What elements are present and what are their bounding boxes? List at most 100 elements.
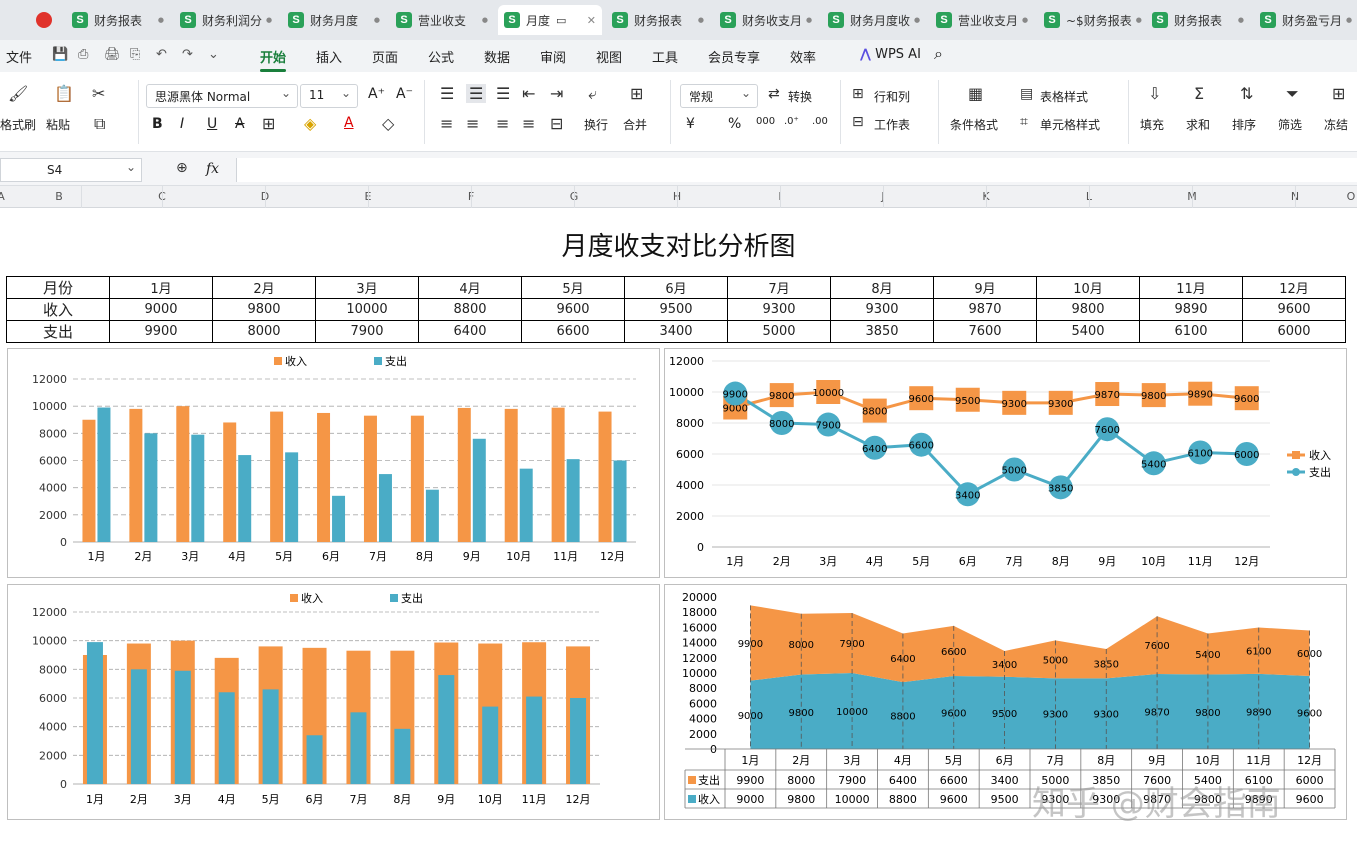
quick-access-icon-1[interactable]: ⎙ [78,47,89,62]
align-left-icon[interactable]: ≡ [440,114,454,133]
increase-decimal-button[interactable]: .0⁺ [784,116,799,127]
table-cell[interactable]: 7900 [315,320,419,343]
wps-ai-button[interactable]: ⋀ WPS AI [860,47,921,62]
copy-icon[interactable]: ⧉ [94,114,106,133]
close-icon[interactable]: ● [1135,16,1142,24]
row-col-icon[interactable]: ⊞ [852,86,864,102]
table-cell[interactable]: 4月 [418,276,522,299]
table-cell[interactable]: 6400 [418,320,522,343]
strikethrough-button[interactable]: A [235,116,245,132]
indent-increase-icon[interactable]: ⇥ [550,84,564,103]
formula-input[interactable] [236,158,1357,182]
align-top-icon[interactable]: ☰ [440,84,455,103]
table-cell[interactable]: 3850 [830,320,934,343]
cell-style-icon[interactable]: ⌗ [1020,114,1028,130]
close-icon[interactable]: ● [697,16,704,24]
line-chart[interactable]: 0 2000 4000 6000 8000 10000 12000 9000 9800 10000… [664,348,1347,578]
paste-icon[interactable]: 📋 [54,84,74,103]
close-icon[interactable]: ● [914,16,921,24]
table-cell[interactable]: 7600 [933,320,1037,343]
table-cell[interactable]: 5400 [1036,320,1140,343]
wrap-text-icon[interactable]: ⤶ [588,84,597,103]
menu-8[interactable]: 工具 [652,51,679,66]
sum-icon[interactable]: Σ [1194,84,1205,103]
menu-0[interactable]: 文件 [6,51,33,66]
namebox-dropdown-icon[interactable]: ⌄ [126,160,137,174]
table-cell[interactable]: 10月 [1036,276,1140,299]
quick-access-icon-5[interactable]: ↷ [182,47,193,62]
menu-1[interactable]: 开始 [260,47,287,72]
conditional-format-button[interactable]: 条件格式 [950,118,999,132]
table-cell[interactable]: 3月 [315,276,419,299]
present-icon[interactable]: ▭ [556,13,567,27]
close-icon[interactable]: ✕ [586,13,596,27]
number-format-select[interactable]: 常规 [680,84,758,108]
row-col-button[interactable]: 行和列 [874,90,911,104]
convert-icon[interactable]: ⇄ [768,86,780,102]
table-cell[interactable]: 9890 [1139,298,1243,321]
tab-9[interactable]: S 营业收支月 ● [930,5,1034,35]
close-icon[interactable]: ● [806,16,813,24]
menu-6[interactable]: 审阅 [540,51,567,66]
conditional-format-icon[interactable]: ▦ [968,84,984,103]
menu-7[interactable]: 视图 [596,51,623,66]
align-right-icon[interactable]: ≡ [496,114,510,133]
tab-4[interactable]: S 营业收支 ● [390,5,494,35]
convert-button[interactable]: 转换 [788,90,813,104]
menu-3[interactable]: 页面 [372,51,399,66]
wrap-text-button[interactable]: 换行 [584,118,609,132]
close-icon[interactable]: ● [1237,16,1244,24]
italic-button[interactable]: I [180,116,185,132]
font-color-button[interactable]: A [344,115,354,131]
income-row-label[interactable]: 收入 [6,298,110,321]
underline-button[interactable]: U [207,116,218,132]
table-style-icon[interactable]: ▤ [1020,86,1034,102]
distributed-icon[interactable]: ⊟ [550,114,564,133]
close-icon[interactable]: ● [481,16,488,24]
name-box[interactable]: S4 [0,158,142,182]
filter-icon[interactable]: ⏷ [1286,84,1299,103]
quick-access-icon-3[interactable]: ⎘ [130,47,141,62]
close-icon[interactable]: ● [1346,16,1353,24]
thousands-button[interactable]: 000 [756,116,776,127]
table-cell[interactable]: 9800 [212,298,316,321]
freeze-button[interactable]: 冻结 [1324,118,1349,132]
bold-button[interactable]: B [152,116,163,132]
table-cell[interactable]: 6月 [624,276,728,299]
fill-icon[interactable]: ⇩ [1148,84,1162,103]
percent-button[interactable]: % [728,116,742,132]
table-cell[interactable]: 6000 [1242,320,1346,343]
menu-10[interactable]: 效率 [790,51,817,66]
table-cell[interactable]: 5月 [521,276,625,299]
grow-font-button[interactable]: A⁺ [368,86,385,102]
tab-2[interactable]: S 财务利润分 ● [174,5,278,35]
table-cell[interactable]: 5000 [727,320,831,343]
close-icon[interactable]: ● [266,16,273,24]
quick-access-icon-2[interactable]: 🖨 [104,47,121,62]
worksheet-button[interactable]: 工作表 [874,118,911,132]
format-painter-icon[interactable]: 🖌 [8,84,29,103]
fill-button[interactable]: 填充 [1140,118,1165,132]
table-cell[interactable]: 9800 [1036,298,1140,321]
zoom-icon[interactable]: ⊕ [176,160,188,176]
table-cell[interactable]: 10000 [315,298,419,321]
tab-11[interactable]: S 财务报表 ● [1146,5,1250,35]
table-cell[interactable]: 7月 [727,276,831,299]
close-icon[interactable]: ● [1022,16,1029,24]
col-header-B[interactable]: B [55,190,63,203]
close-icon[interactable]: ● [373,16,380,24]
table-cell[interactable]: 9月 [933,276,1037,299]
table-cell[interactable]: 9300 [830,298,934,321]
font-size-select[interactable]: 11 [300,84,358,108]
cut-icon[interactable]: ✂ [92,84,106,103]
sort-icon[interactable]: ⇅ [1240,84,1254,103]
table-cell[interactable]: 12月 [1242,276,1346,299]
cell-style-button[interactable]: 单元格样式 [1040,118,1101,132]
justify-icon[interactable]: ≡ [522,114,536,133]
tab-3[interactable]: S 财务月度 ● [282,5,386,35]
paste-button[interactable]: 粘贴 [46,118,71,132]
align-bottom-icon[interactable]: ☰ [496,84,511,103]
sort-button[interactable]: 排序 [1232,118,1257,132]
table-cell[interactable]: 9870 [933,298,1037,321]
tab-6[interactable]: S 财务报表 ● [606,5,710,35]
